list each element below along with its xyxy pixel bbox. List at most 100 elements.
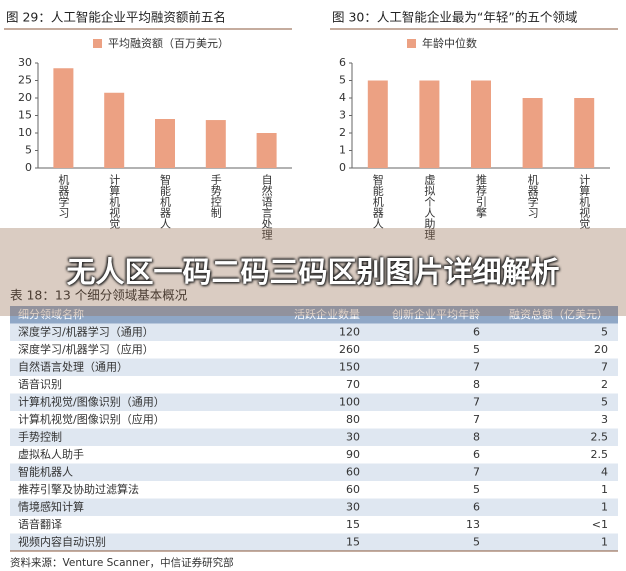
table-cell: 2 (601, 378, 608, 391)
table-cell: 深度学习/机器学习（应用） (18, 342, 154, 356)
x-tick-label: 计算机视觉 (578, 174, 591, 230)
table-row-bg (10, 498, 618, 516)
table-cell: 1 (601, 500, 608, 513)
y-tick-label: 4 (339, 91, 346, 104)
table-cell: 120 (339, 325, 360, 338)
table-cell: 推荐引擎及协助过滤算法 (18, 482, 139, 496)
x-tick-label: 智能机器人 (159, 173, 172, 229)
legend-swatch (93, 39, 102, 48)
table-cell: 7 (473, 360, 480, 373)
table-cell: 6 (473, 500, 480, 513)
y-tick-label: 25 (18, 74, 32, 87)
table-row-bg (10, 516, 618, 534)
table-cell: 计算机视觉/图像识别（应用） (18, 412, 165, 426)
table-cell: 6 (473, 448, 480, 461)
bar (256, 133, 277, 168)
table-cell: 视频内容自动识别 (18, 534, 106, 548)
x-tick-label: 手势控制 (209, 173, 222, 218)
table-header: 活跃企业数量 (294, 307, 360, 321)
table-row-bg (10, 393, 618, 411)
overlay-band: 无人区一码二码三码区别图片详细解析 (0, 228, 626, 316)
y-tick-label: 1 (339, 144, 346, 157)
table-cell: 80 (346, 413, 360, 426)
table-header-bg (10, 306, 618, 324)
x-tick-label: 机器学习 (526, 173, 539, 218)
table-cell: 8 (473, 378, 480, 391)
legend-swatch (407, 39, 416, 48)
table-title: 表 18：13 个细分领域基本概况 (10, 288, 188, 303)
bar (367, 80, 388, 168)
bar (471, 80, 491, 168)
table-cell: 自然语言处理（通用） (18, 359, 128, 373)
table-row-bg (10, 341, 618, 359)
x-tick-label: 计算机视觉 (108, 174, 121, 230)
table-cell: 1 (601, 483, 608, 496)
table-cell: 5 (473, 535, 480, 548)
table-cell: 情境感知计算 (18, 499, 84, 513)
x-tick-label: 机器学习 (57, 173, 70, 218)
table-cell: 2.5 (591, 448, 609, 461)
y-tick-label: 0 (25, 161, 32, 174)
chart-title: 图 30：人工智能企业最为“年轻”的五个领域 (332, 10, 577, 25)
table-header: 融资总额（亿美元） (509, 307, 608, 321)
table-row-bg (10, 376, 618, 394)
source: 资料来源：Venture Scanner，中信证券研究部 (10, 556, 234, 569)
table-cell: 100 (339, 395, 360, 408)
table-cell: 7 (473, 413, 480, 426)
y-tick-label: 2 (339, 126, 346, 139)
table-cell: 智能机器人 (18, 464, 73, 478)
table-row-bg (10, 463, 618, 481)
table-cell: <1 (592, 518, 608, 531)
y-tick-label: 15 (18, 109, 32, 122)
table-cell: 150 (339, 360, 360, 373)
y-tick-label: 6 (339, 56, 346, 69)
y-tick-label: 10 (18, 126, 32, 139)
table-cell: 2.5 (591, 430, 609, 443)
table-row-bg (10, 446, 618, 464)
table-cell: 深度学习/机器学习（通用） (18, 324, 154, 338)
y-tick-label: 30 (18, 56, 32, 69)
table-row-bg (10, 428, 618, 446)
x-tick-label: 自然语言处理 (260, 174, 273, 240)
table-cell: 1 (601, 535, 608, 548)
table-cell: 7 (601, 360, 608, 373)
bar (419, 80, 440, 168)
table-cell: 30 (346, 430, 360, 443)
table-cell: 手势控制 (18, 429, 62, 443)
table-cell: 60 (346, 465, 360, 478)
table-cell: 5 (601, 395, 608, 408)
table-cell: 8 (473, 430, 480, 443)
bar (522, 98, 543, 168)
y-tick-label: 0 (339, 161, 346, 174)
x-tick-label: 推荐引擎 (475, 173, 488, 218)
table-row-bg (10, 358, 618, 376)
table-cell: 计算机视觉/图像识别（通用） (18, 394, 165, 408)
table-cell: 语音翻译 (18, 517, 62, 531)
bar (155, 119, 175, 168)
table-cell: 30 (346, 500, 360, 513)
table-cell: 20 (594, 343, 608, 356)
legend-label: 年龄中位数 (422, 36, 477, 50)
bar (205, 120, 226, 168)
table-cell: 90 (346, 448, 360, 461)
table-row-bg (10, 411, 618, 429)
table-cell: 70 (346, 378, 360, 391)
table-cell: 5 (473, 343, 480, 356)
table-cell: 260 (339, 343, 360, 356)
y-tick-label: 5 (339, 74, 346, 87)
x-tick-label: 智能机器人 (371, 173, 384, 229)
y-tick-label: 20 (18, 91, 32, 104)
table-header: 细分领域名称 (18, 307, 84, 321)
x-tick-label: 虚拟个人助理 (423, 174, 436, 240)
table-cell: 13 (466, 518, 480, 531)
bar (574, 98, 595, 168)
table-header: 创新企业平均年龄 (392, 307, 480, 321)
table-cell: 6 (473, 325, 480, 338)
y-tick-label: 5 (25, 144, 32, 157)
table-cell: 4 (601, 465, 608, 478)
overlay-title: 无人区一码二码三码区别图片详细解析 (66, 255, 560, 289)
table-row-bg (10, 481, 618, 499)
table-cell: 3 (601, 413, 608, 426)
